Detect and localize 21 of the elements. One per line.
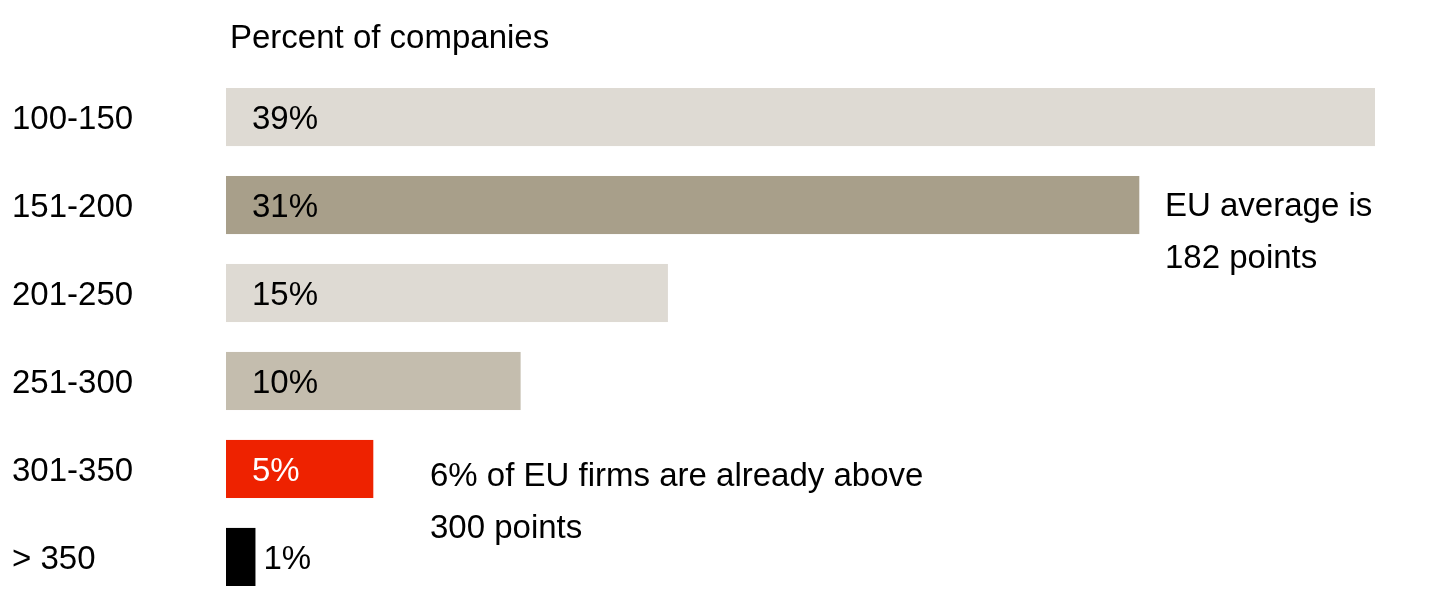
- data-label: 39%: [252, 98, 319, 136]
- chart-title: Percent of companies: [230, 18, 550, 55]
- y-tick-label: 301-350: [12, 450, 134, 488]
- bar: [226, 263, 668, 323]
- y-tick-label: 201-250: [12, 274, 134, 312]
- data-label: 15%: [252, 274, 319, 312]
- data-label: 1%: [263, 538, 312, 576]
- annotation: EU average is 182 points: [1165, 185, 1373, 275]
- y-tick-label: 151-200: [12, 186, 134, 224]
- bar: [226, 527, 256, 586]
- y-tick-label: 251-300: [12, 362, 134, 400]
- y-tick-label: 100-150: [12, 98, 134, 136]
- annotation: 6% of EU firms are already above 300 points: [430, 455, 924, 545]
- y-tick-label: > 350: [12, 538, 96, 576]
- bar: [226, 351, 521, 411]
- bar: [226, 175, 1140, 235]
- bar: [226, 439, 374, 499]
- data-label: 31%: [252, 186, 319, 224]
- data-label: 5%: [252, 450, 300, 488]
- bar: [226, 88, 1375, 147]
- data-label: 10%: [252, 362, 319, 400]
